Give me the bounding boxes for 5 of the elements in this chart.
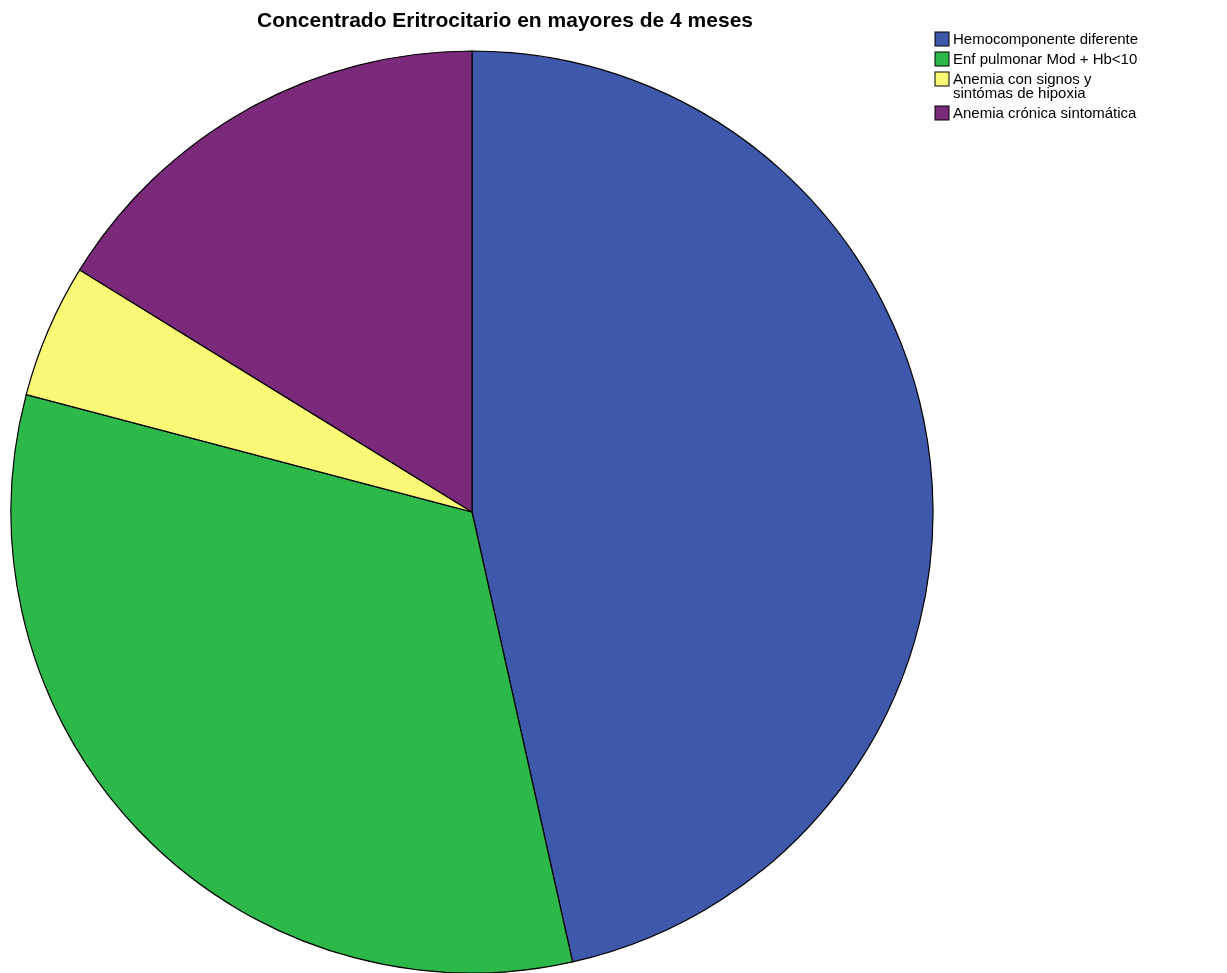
legend-label: Anemia crónica sintomática xyxy=(953,104,1138,121)
legend-label: Anemia con signos y sintómas de hipoxia xyxy=(953,70,1092,101)
legend-label: Hemocomponente diferente xyxy=(953,30,1139,47)
chart-title: Concentrado Eritrocitario en mayores de 4 meses xyxy=(256,8,754,31)
legend-label: Enf pulmonar Mod + Hb<10 xyxy=(953,50,1138,67)
